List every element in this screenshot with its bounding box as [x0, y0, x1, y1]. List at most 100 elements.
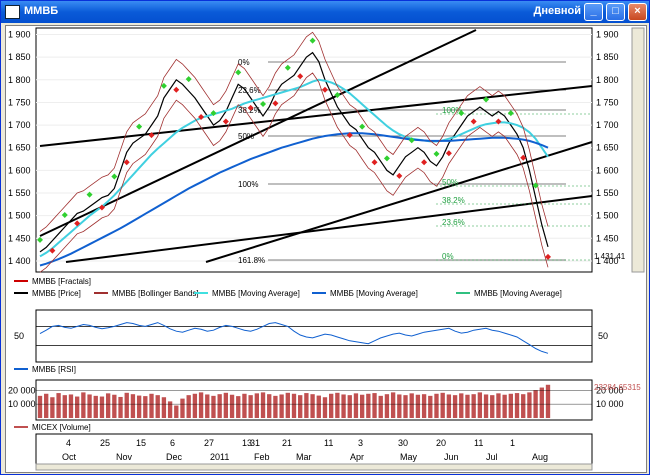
chart-app-icon — [5, 5, 20, 19]
fractal-up-marker — [160, 82, 167, 89]
volume-bar — [211, 395, 216, 418]
volume-bar — [180, 398, 185, 418]
title-bar[interactable]: ММВБ Дневной _ □ × — [1, 1, 649, 23]
minimize-button[interactable]: _ — [584, 3, 603, 21]
fractal-up-marker — [483, 96, 490, 103]
price-ytick-left: 1 400 — [8, 256, 31, 266]
fractal-down-marker — [272, 100, 279, 107]
price-ytick-left: 1 600 — [8, 165, 31, 175]
volume-bar — [545, 384, 551, 418]
fractal-up-marker — [507, 110, 514, 117]
price-ytick-right: 1 800 — [596, 75, 619, 85]
volume-ytick-right: 10 000 — [596, 399, 624, 409]
rsi-panel — [35, 309, 593, 363]
volume-bar — [335, 392, 340, 418]
legend-label: ММВБ [Moving Average] — [330, 289, 418, 298]
volume-bar — [205, 394, 210, 418]
fractal-up-marker — [111, 173, 118, 180]
price-scrollbar[interactable] — [631, 27, 645, 273]
price-ytick-right: 1 600 — [596, 165, 619, 175]
close-button[interactable]: × — [628, 3, 647, 21]
x-month-label: Jun — [444, 452, 459, 462]
chart-area[interactable]: 1 400 1 400 1 450 1 450 1 500 1 500 1 550 1 550… — [5, 25, 647, 473]
x-month-label: Jul — [486, 452, 498, 462]
price-ytick-right: 1 700 — [596, 120, 619, 130]
volume-bar — [483, 394, 489, 418]
volume-bar — [112, 394, 117, 418]
volume-bar — [143, 396, 148, 418]
volume-bar — [118, 396, 123, 418]
fib-label: 0% — [238, 58, 250, 67]
volume-bar — [93, 395, 98, 418]
timeframe-label[interactable]: Дневной — [533, 5, 582, 17]
fractal-down-marker — [247, 104, 254, 111]
fractal-up-marker — [61, 211, 68, 218]
fractal-down-marker — [98, 204, 105, 211]
volume-bar — [198, 392, 204, 418]
x-month-label: May — [400, 452, 418, 462]
volume-bar — [521, 394, 526, 418]
volume-bar — [75, 396, 80, 418]
fib-label: 161.8% — [238, 256, 265, 265]
x-day-label: 30 — [398, 438, 408, 448]
volume-bar — [186, 395, 191, 418]
volume-bar — [322, 397, 328, 418]
fractal-up-marker — [334, 91, 341, 98]
volume-bar — [44, 393, 49, 418]
volume-bar — [285, 392, 290, 418]
fractal-down-marker — [173, 86, 180, 93]
rsi-line — [39, 322, 549, 354]
x-day-label: 3 — [358, 438, 363, 448]
fractal-down-marker — [74, 220, 81, 227]
volume-bar — [192, 393, 198, 418]
x-day-label: 13 — [242, 438, 252, 448]
volume-bar — [378, 395, 383, 418]
fractal-down-marker — [545, 253, 551, 260]
fractal-up-marker — [235, 69, 242, 76]
volume-bar — [130, 394, 136, 418]
trend-channel-line — [39, 85, 593, 147]
trend-channel-line — [65, 195, 593, 263]
volume-bar — [310, 394, 315, 418]
x-month-label: Feb — [254, 452, 270, 462]
price-ytick-left: 1 750 — [8, 97, 31, 107]
volume-bar — [514, 393, 520, 418]
x-day-label: 11 — [324, 438, 333, 448]
fib-label: 23.6% — [238, 86, 261, 95]
price-ytick-right: 1 750 — [596, 97, 619, 107]
fractal-up-marker — [185, 76, 192, 83]
volume-bar — [384, 394, 390, 418]
x-day-label: 20 — [436, 438, 446, 448]
volume-bar — [465, 394, 470, 418]
bollinger-upper-line — [39, 31, 549, 232]
fractal-down-marker — [222, 118, 229, 125]
rsi-ytick-left: 50 — [14, 331, 24, 341]
volume-bar — [68, 394, 74, 418]
volume-bar — [353, 393, 359, 418]
volume-bar — [440, 392, 445, 418]
volume-bar — [87, 394, 92, 418]
volume-bar — [50, 397, 55, 418]
volume-bar — [359, 394, 365, 418]
volume-bar — [229, 394, 235, 418]
x-month-label: Nov — [116, 452, 133, 462]
volume-bar — [273, 395, 278, 418]
bollinger-lower-line — [39, 72, 549, 273]
fractal-down-marker — [123, 159, 130, 166]
fib-label-right: 100% — [442, 106, 462, 115]
x-day-label: 11 — [474, 438, 483, 448]
volume-bar — [316, 395, 321, 418]
volume-bar — [341, 394, 346, 418]
volume-bar — [434, 393, 439, 418]
fractal-down-marker — [520, 154, 527, 161]
x-day-label: 27 — [204, 438, 214, 448]
fractal-up-marker — [309, 37, 316, 44]
volume-bar — [223, 392, 229, 418]
maximize-button[interactable]: □ — [606, 3, 625, 21]
price-ytick-right: 1 400 — [596, 256, 619, 266]
volume-bar — [236, 396, 241, 418]
legend-label: MICEX [Volume] — [32, 423, 91, 432]
fractal-up-marker — [136, 123, 143, 130]
